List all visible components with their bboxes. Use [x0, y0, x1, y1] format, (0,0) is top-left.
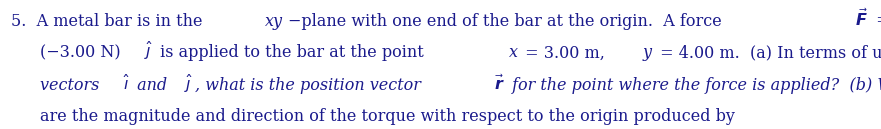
Text: y: y	[643, 44, 652, 61]
Text: vectors: vectors	[40, 77, 104, 94]
Text: $\hat{\jmath}$: $\hat{\jmath}$	[144, 40, 152, 62]
Text: $\vec{\boldsymbol{r}}$: $\vec{\boldsymbol{r}}$	[493, 73, 504, 93]
Text: and: and	[132, 77, 173, 94]
Text: 5.  A metal bar is in the: 5. A metal bar is in the	[11, 13, 208, 30]
Text: = 4.00 m.  (a) In terms of unit: = 4.00 m. (a) In terms of unit	[655, 44, 881, 61]
Text: , what is the position vector: , what is the position vector	[196, 77, 426, 94]
Text: for the point where the force is applied?  (b) What: for the point where the force is applied…	[507, 77, 881, 94]
Text: $\hat{\jmath}$: $\hat{\jmath}$	[184, 73, 193, 95]
Text: −plane with one end of the bar at the origin.  A force: −plane with one end of the bar at the or…	[288, 13, 727, 30]
Text: (−3.00 N): (−3.00 N)	[40, 44, 121, 61]
Text: = (7.00 N): = (7.00 N)	[871, 13, 881, 30]
Text: is applied to the bar at the point: is applied to the bar at the point	[155, 44, 429, 61]
Text: $\vec{\boldsymbol{F}}$: $\vec{\boldsymbol{F}}$	[855, 8, 868, 29]
Text: xy: xy	[265, 13, 283, 30]
Text: = 3.00 m,: = 3.00 m,	[520, 44, 615, 61]
Text: x: x	[508, 44, 517, 61]
Text: $\hat{\imath}$: $\hat{\imath}$	[122, 74, 130, 93]
Text: are the magnitude and direction of the torque with respect to the origin produce: are the magnitude and direction of the t…	[40, 108, 740, 125]
